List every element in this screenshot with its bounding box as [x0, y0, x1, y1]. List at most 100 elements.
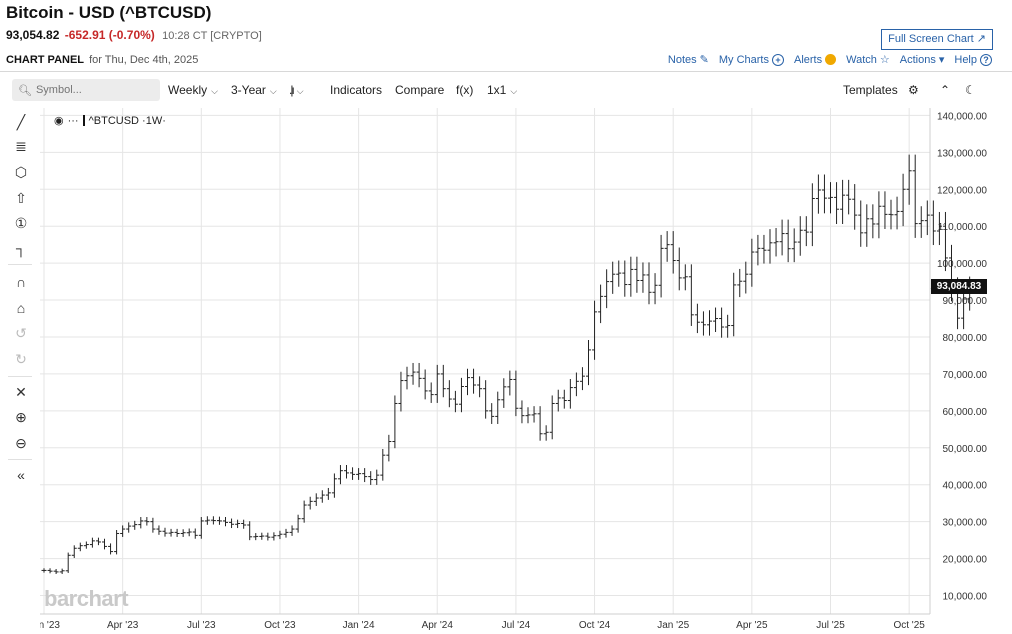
- x-tick-label: Jan '25: [657, 620, 689, 631]
- x-tick-label: Oct '23: [264, 620, 296, 631]
- bar-type-dropdown[interactable]: .|ı ⌵: [289, 83, 304, 97]
- actions-label: Actions: [899, 53, 936, 66]
- settings-gear-icon[interactable]: ⚙: [908, 83, 919, 97]
- help-link[interactable]: Help?: [954, 53, 992, 66]
- tool-divider: [8, 459, 32, 460]
- arrow-up-tool-icon[interactable]: ⇧: [15, 190, 27, 206]
- templates-button[interactable]: Templates: [843, 83, 898, 97]
- alert-dot-icon: [825, 54, 837, 65]
- collapse-left-icon[interactable]: «: [17, 467, 25, 483]
- symbol-input[interactable]: [35, 84, 156, 96]
- y-tick-label: 100,000.00: [937, 259, 987, 270]
- edit-note-icon: ✎: [699, 54, 709, 66]
- series-legend: ◉ ··· ^BTCUSD ·1W·: [54, 114, 166, 128]
- range-dropdown[interactable]: 3-Year ⌵: [231, 83, 277, 97]
- full-screen-chart-label: Full Screen Chart: [888, 33, 974, 45]
- zoom-out-icon[interactable]: ⊖: [15, 435, 27, 451]
- question-icon: ?: [980, 53, 992, 66]
- tool-divider: [8, 264, 32, 265]
- y-tick-label: 90,000.00: [943, 296, 988, 307]
- indicators-button[interactable]: Indicators: [330, 83, 383, 97]
- x-tick-label: Apr '25: [736, 620, 768, 631]
- x-tick-label: Jul '23: [187, 620, 216, 631]
- y-tick-label: 30,000.00: [943, 518, 988, 529]
- x-tick-label: Jan '23: [40, 620, 60, 631]
- y-tick-label: 40,000.00: [943, 481, 988, 492]
- caret-down-icon: ▾: [938, 54, 945, 66]
- alerts-label: Alerts: [794, 53, 823, 66]
- barchart-watermark: barchart: [44, 586, 129, 611]
- fx-button[interactable]: f(x): [456, 83, 474, 97]
- dark-mode-moon-icon[interactable]: ☾: [965, 83, 976, 97]
- chart-panel-label: CHART PANEL for Thu, Dec 4th, 2025: [6, 54, 198, 66]
- x-tick-label: Oct '24: [579, 620, 611, 631]
- collapse-up-icon[interactable]: ⌃: [940, 83, 951, 97]
- y-tick-label: 110,000.00: [938, 222, 988, 233]
- x-tick-label: Jul '25: [816, 620, 845, 631]
- actions-menu[interactable]: Actions ▾: [899, 53, 945, 67]
- trash-icon[interactable]: ✕: [15, 384, 27, 400]
- header-divider: [0, 71, 1012, 72]
- x-tick-label: Apr '23: [107, 620, 139, 631]
- x-tick-label: Oct '25: [893, 620, 925, 631]
- chevron-down-icon: ⌵: [510, 86, 518, 96]
- layout-dropdown[interactable]: 1x1 ⌵: [487, 83, 517, 97]
- trendline-tool-icon[interactable]: ╱: [16, 114, 26, 130]
- interval-label: Weekly: [168, 83, 208, 97]
- y-tick-label: 20,000.00: [943, 555, 988, 566]
- unlock-icon[interactable]: ⌂: [16, 300, 26, 316]
- search-icon: 🔍︎: [18, 84, 32, 97]
- expand-icon: ↗: [976, 33, 986, 45]
- zoom-in-icon[interactable]: ⊕: [15, 409, 27, 425]
- interval-dropdown[interactable]: Weekly ⌵: [168, 83, 218, 97]
- chevron-down-icon: ⌵: [269, 86, 277, 96]
- panel-title: CHART PANEL: [6, 54, 85, 66]
- watch-link[interactable]: Watch ☆: [846, 53, 890, 67]
- x-tick-label: Apr '24: [422, 620, 454, 631]
- price-chart[interactable]: 10,000.00 20,000.00 30,000.00 40,000.00 50,0…: [40, 108, 1012, 634]
- shapes-tool-icon[interactable]: ⬡: [14, 164, 28, 180]
- eye-icon[interactable]: ◉: [54, 115, 64, 127]
- x-tick-label: Jan '24: [343, 620, 375, 631]
- compare-button[interactable]: Compare: [395, 83, 445, 97]
- star-icon: ☆: [879, 54, 890, 66]
- alerts-link[interactable]: Alerts: [794, 53, 837, 66]
- ohlc-bars-icon: .|ı: [289, 83, 295, 97]
- help-label: Help: [954, 53, 977, 66]
- panel-date: for Thu, Dec 4th, 2025: [89, 54, 199, 66]
- page-title: Bitcoin - USD (^BTCUSD): [6, 3, 212, 22]
- redo-icon[interactable]: ↻: [15, 351, 27, 367]
- chevron-down-icon: ⌵: [211, 86, 218, 96]
- panel-links: Notes ✎ My Charts + Alerts Watch ☆ Actions ▾…: [668, 53, 992, 66]
- quote-line: 93,054.82 -652.91 (-0.70%) 10:28 CT [CRY…: [6, 28, 262, 42]
- chevron-down-icon: ⌵: [296, 86, 304, 96]
- fib-tool-icon[interactable]: ≣: [15, 138, 27, 154]
- y-tick-label: 10,000.00: [943, 592, 988, 603]
- chart-header: Bitcoin - USD (^BTCUSD) 93,054.82 -652.9…: [0, 0, 1012, 72]
- more-dots-icon[interactable]: ···: [67, 114, 79, 127]
- y-tick-label: 50,000.00: [943, 444, 988, 455]
- chart-area[interactable]: 10,000.00 20,000.00 30,000.00 40,000.00 50,0…: [40, 108, 1012, 634]
- y-tick-label: 60,000.00: [943, 407, 988, 418]
- full-screen-chart-button[interactable]: Full Screen Chart ↗: [881, 29, 993, 50]
- symbol-search[interactable]: 🔍︎: [12, 79, 160, 101]
- notes-link[interactable]: Notes ✎: [668, 53, 709, 67]
- magnet-icon[interactable]: ∩: [15, 274, 27, 290]
- last-price: 93,054.82: [6, 28, 60, 42]
- quote-time: 10:28 CT [CRYPTO]: [162, 30, 262, 42]
- my-charts-label: My Charts: [718, 53, 769, 66]
- measure-tool-icon[interactable]: ┐: [16, 240, 26, 256]
- series-name: ^BTCUSD ·1W·: [88, 114, 166, 127]
- plus-circle-icon: +: [772, 53, 784, 66]
- y-tick-label: 140,000.00: [937, 111, 987, 122]
- annotation-tool-icon[interactable]: ①: [14, 215, 28, 231]
- price-change: -652.91 (-0.70%): [64, 28, 155, 42]
- tool-divider: [8, 376, 32, 377]
- watch-label: Watch: [846, 53, 877, 66]
- series-color-marker: [82, 115, 85, 126]
- my-charts-link[interactable]: My Charts +: [719, 53, 784, 66]
- x-tick-label: Jul '24: [502, 620, 531, 631]
- drawing-toolbar: ╱ ≣ ⬡ ⇧ ① ┐ ∩ ⌂ ↺ ↻ ✕ ⊕ ⊖ «: [0, 108, 40, 634]
- chart-toolbar: 🔍︎ Weekly⌵ 3-Year⌵ .|ı⌵ Indicators Compa…: [0, 77, 1012, 103]
- undo-icon[interactable]: ↺: [15, 325, 27, 341]
